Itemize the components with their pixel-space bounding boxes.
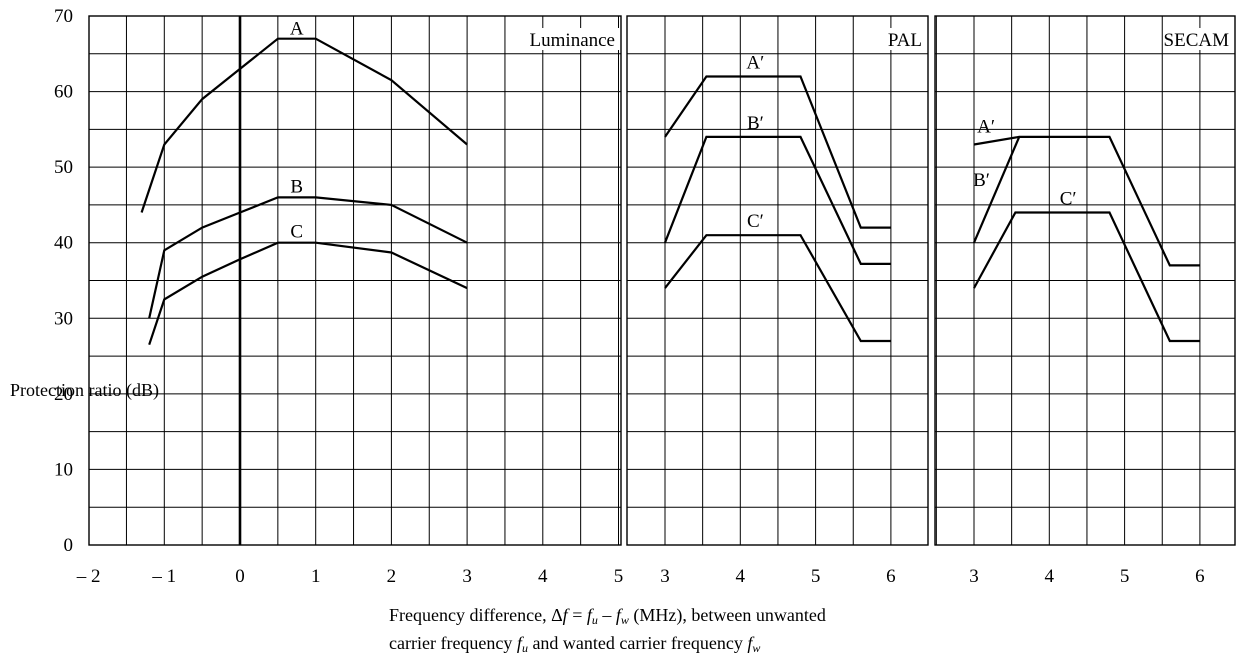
series-label-C: C — [290, 222, 303, 243]
series-line-A′ — [973, 135, 1200, 267]
panel-title: SECAM — [1164, 30, 1230, 51]
series-label-A′: A′ — [746, 52, 764, 73]
x-tick-label: 6 — [1195, 566, 1205, 587]
series-line-C′ — [973, 211, 1200, 343]
x-tick-label: – 2 — [76, 566, 101, 587]
x-tick-label: 2 — [387, 566, 397, 587]
panel-title: PAL — [888, 30, 922, 51]
x-axis-title: Frequency difference, Δf = fu – fw (MHz)… — [389, 604, 826, 660]
y-tick-label: 30 — [54, 308, 73, 329]
series-label-C′: C′ — [747, 211, 764, 232]
x-axis-title-line-1: Frequency difference, Δf = fu – fw (MHz)… — [389, 605, 826, 627]
x-tick-label: 4 — [736, 566, 746, 587]
series-line-C — [148, 241, 468, 346]
panel-frame — [88, 15, 622, 546]
series-label-A: A — [290, 19, 304, 40]
x-tick-label: 1 — [311, 566, 321, 587]
series-line-A′ — [664, 75, 891, 229]
series-label-B′: B′ — [747, 113, 764, 134]
x-tick-label: 6 — [886, 566, 896, 587]
x-tick-label: 0 — [235, 566, 245, 587]
x-tick-label: – 1 — [151, 566, 176, 587]
series-line-A — [140, 37, 468, 213]
x-tick-label: 5 — [811, 566, 821, 587]
series-line-B — [148, 196, 468, 319]
x-tick-label: 3 — [660, 566, 670, 587]
panel-frame — [934, 15, 1236, 546]
series-line-C′ — [664, 234, 891, 343]
series-line-B′ — [663, 135, 891, 265]
y-tick-label: 0 — [64, 535, 74, 556]
series-label-B′: B′ — [973, 170, 990, 191]
x-axis-title-line-2: carrier frequency fu and wanted carrier … — [389, 633, 761, 655]
y-tick-label: 70 — [54, 6, 73, 27]
y-axis-title: Protection ratio (dB) — [10, 380, 159, 400]
x-tick-label: 3 — [462, 566, 472, 587]
x-tick-label: 4 — [538, 566, 548, 587]
panel-frame — [626, 15, 929, 546]
x-tick-label: 5 — [1120, 566, 1130, 587]
y-tick-label: 60 — [54, 82, 73, 103]
series-line-B′ — [972, 136, 1021, 244]
y-tick-label: 20 — [54, 384, 73, 405]
series-label-B: B — [290, 176, 303, 197]
y-tick-label: 50 — [54, 157, 73, 178]
y-tick-label: 40 — [54, 233, 73, 254]
x-tick-label: 4 — [1045, 566, 1055, 587]
panel-title-bg — [1175, 28, 1233, 50]
series-label-A′: A′ — [977, 116, 995, 137]
panel-title-bg — [522, 28, 619, 50]
panel-title-bg — [887, 28, 926, 50]
x-tick-label: 3 — [969, 566, 979, 587]
panel-title: Luminance — [530, 30, 615, 51]
y-tick-label: 10 — [54, 459, 73, 480]
series-label-C′: C′ — [1060, 188, 1077, 209]
x-tick-label: 5 — [614, 566, 624, 587]
